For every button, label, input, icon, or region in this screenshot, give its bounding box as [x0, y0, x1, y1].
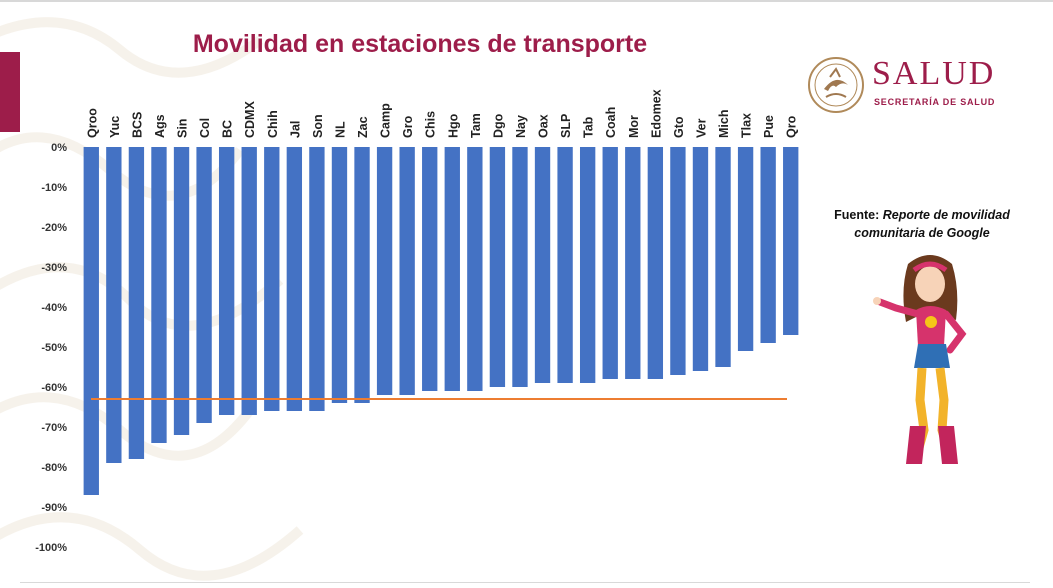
bar: [670, 147, 686, 375]
salud-logo: SALUD SECRETARÍA DE SALUD: [806, 55, 1026, 115]
bar: [512, 147, 528, 387]
x-tick-label: Son: [311, 114, 325, 138]
x-tick-label: Hgo: [446, 113, 460, 138]
x-tick-label: Mor: [627, 115, 641, 138]
bar: [534, 147, 551, 383]
x-tick-label: Pue: [762, 115, 776, 138]
x-tick-label: Gro: [401, 115, 415, 138]
bar: [241, 147, 257, 415]
x-tick-label: Oax: [537, 114, 551, 138]
bar: [128, 147, 145, 459]
mexico-coat-of-arms-icon: [808, 57, 864, 113]
y-tick-label: -10%: [41, 182, 67, 194]
x-tick-label: Gto: [672, 116, 686, 138]
bar: [760, 147, 776, 343]
bar: [399, 147, 415, 395]
bar: [647, 147, 664, 379]
x-tick-label: Zac: [356, 116, 370, 138]
bar-series: [83, 147, 799, 495]
logo-subtitle: SECRETARÍA DE SALUD: [874, 97, 996, 107]
y-tick-label: -100%: [35, 542, 67, 554]
bar: [106, 147, 122, 463]
top-rule: [0, 0, 1053, 2]
y-axis: 0% -10% -20% -30% -40% -50% -60% -70% -80% -90% -1…: [35, 142, 67, 554]
x-tick-label: Tab: [582, 116, 596, 138]
source-text: Reporte de movilidad comunitaria de Goog…: [854, 208, 1010, 240]
x-axis-labels: Qroo Yuc BCS Ags Sin Col BC CDMX Chih Jal Son NL Zac…: [85, 89, 798, 138]
bar: [489, 147, 506, 387]
bar: [151, 147, 167, 443]
y-tick-label: -40%: [41, 302, 67, 314]
bar: [444, 147, 460, 391]
y-tick-label: -50%: [41, 342, 67, 354]
y-tick-label: -30%: [41, 262, 67, 274]
accent-bar: [0, 52, 20, 132]
source-label: Fuente:: [834, 208, 880, 222]
bar: [354, 147, 370, 403]
x-tick-label: BC: [221, 120, 235, 138]
bar: [422, 147, 438, 391]
x-tick-label: Edomex: [649, 89, 663, 138]
bar: [579, 147, 596, 383]
x-tick-label: Coah: [604, 107, 618, 138]
x-tick-label: Camp: [379, 103, 393, 138]
bar: [692, 147, 709, 371]
y-tick-label: -80%: [41, 462, 67, 474]
source-note: Fuente: Reporte de movilidad comunitaria…: [812, 206, 1032, 242]
page-title: Movilidad en estaciones de transporte: [192, 30, 648, 58]
bar: [557, 147, 573, 383]
y-tick-label: 0%: [51, 142, 67, 154]
bar: [173, 147, 190, 435]
y-tick-label: -70%: [41, 422, 67, 434]
y-tick-label: -60%: [41, 382, 67, 394]
x-tick-label: CDMX: [243, 101, 257, 138]
x-tick-label: Nay: [514, 115, 528, 138]
x-tick-label: Mich: [717, 110, 731, 138]
bar: [737, 147, 754, 351]
bar: [467, 147, 483, 391]
x-tick-label: NL: [333, 121, 347, 138]
bar: [286, 147, 303, 411]
x-tick-label: Qro: [785, 115, 799, 138]
x-tick-label: SLP: [559, 114, 573, 138]
y-tick-label: -20%: [41, 222, 67, 234]
x-tick-label: Chih: [266, 110, 280, 138]
x-tick-label: Ver: [694, 118, 708, 138]
mascot-illustration: [873, 255, 967, 464]
bar: [625, 147, 641, 379]
bar: [715, 147, 731, 367]
bar: [264, 147, 280, 411]
x-tick-label: Tam: [469, 113, 483, 138]
x-tick-label: Col: [198, 118, 212, 138]
bar: [218, 147, 235, 415]
x-tick-label: Jal: [288, 121, 302, 138]
x-tick-label: BCS: [130, 112, 144, 138]
logo-wordmark: SALUD: [872, 55, 996, 92]
x-tick-label: Ags: [153, 114, 167, 138]
x-tick-label: Chis: [424, 111, 438, 138]
bar: [196, 147, 212, 423]
x-tick-label: Tlax: [740, 113, 754, 138]
bar: [331, 147, 348, 403]
x-tick-label: Yuc: [108, 116, 122, 138]
x-tick-label: Sin: [176, 119, 190, 138]
y-tick-label: -90%: [41, 502, 67, 514]
x-tick-label: Dgo: [491, 113, 505, 138]
bottom-rule: [20, 582, 1030, 583]
x-tick-label: Qroo: [85, 108, 99, 138]
bar: [83, 147, 99, 495]
bar: [602, 147, 618, 379]
bar: [376, 147, 393, 395]
bar: [783, 147, 799, 335]
bar: [309, 147, 325, 411]
